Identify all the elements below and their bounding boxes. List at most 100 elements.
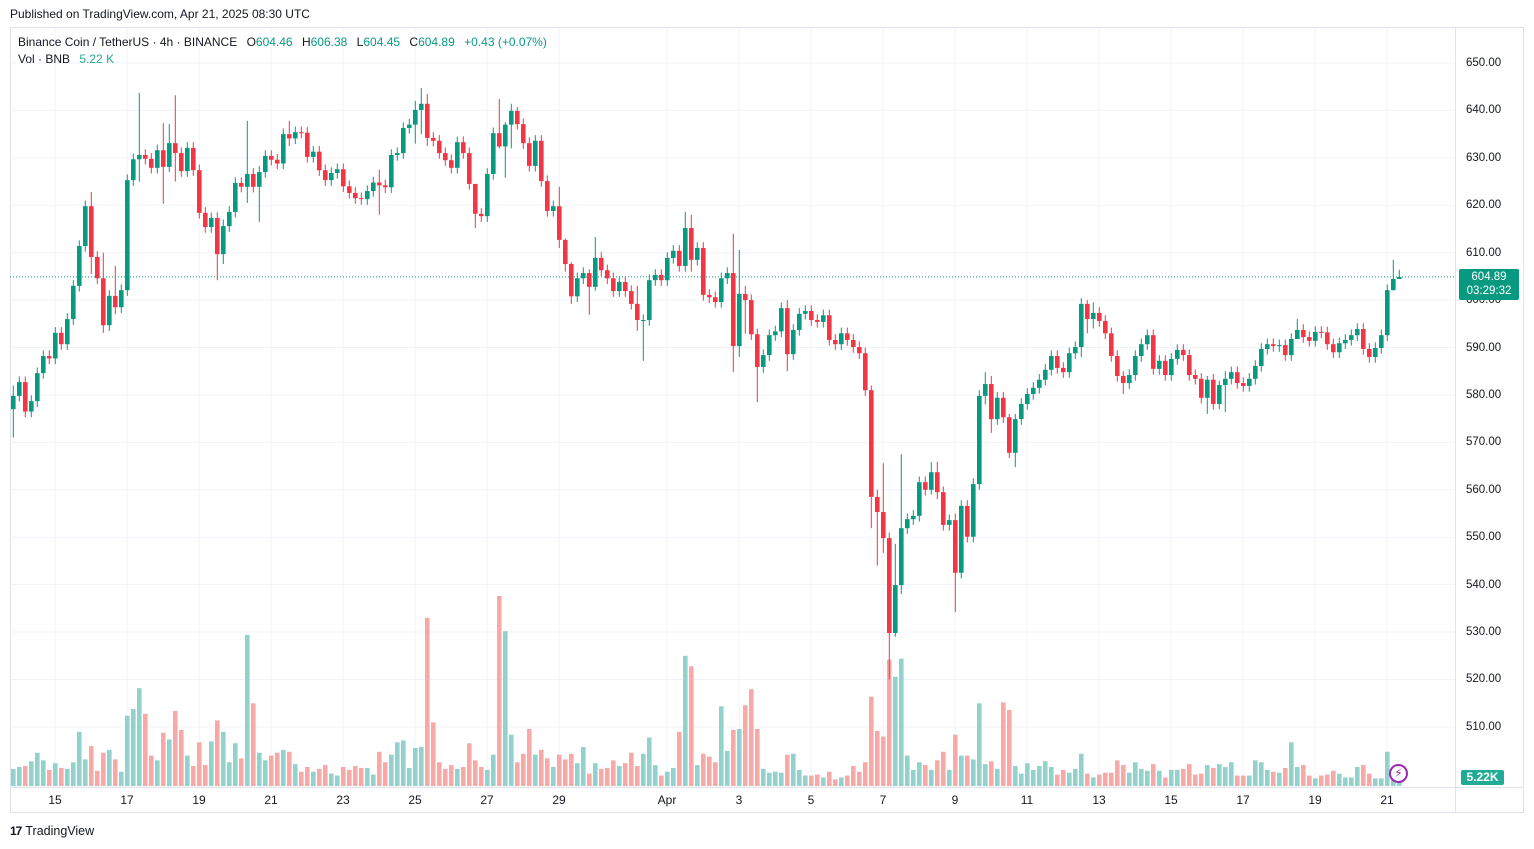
volume-bar xyxy=(545,758,550,786)
candle-down xyxy=(1367,348,1372,358)
candle-up xyxy=(797,313,802,330)
volume-bar xyxy=(1295,767,1300,786)
candle-down xyxy=(89,206,94,257)
volume-bar xyxy=(683,655,688,786)
candle-down xyxy=(755,334,760,367)
volume-bar xyxy=(1355,767,1360,786)
volume-bar xyxy=(305,767,310,786)
candle-up xyxy=(653,274,658,281)
candle-up xyxy=(413,109,418,125)
volume-bar xyxy=(623,763,628,786)
candle-up xyxy=(575,278,580,297)
lightning-icon[interactable]: ⚡ xyxy=(1389,764,1408,783)
candle-up xyxy=(581,273,586,279)
volume-bar xyxy=(299,771,304,786)
candle-down xyxy=(191,147,196,171)
candle-up xyxy=(491,133,496,174)
candle-up xyxy=(1079,303,1084,348)
candle-up xyxy=(995,397,1000,420)
candle-up xyxy=(1277,345,1282,347)
candle-up xyxy=(1247,378,1252,386)
candle-down xyxy=(881,512,886,539)
candle-down xyxy=(347,186,352,193)
candle-up xyxy=(71,285,76,320)
volume-bar xyxy=(1259,762,1264,786)
candle-up xyxy=(455,142,460,168)
volume-bar xyxy=(821,777,826,786)
volume-bar xyxy=(839,777,844,786)
low-value: 604.45 xyxy=(363,35,401,49)
volume-bar xyxy=(1223,767,1228,786)
candle-up xyxy=(185,147,190,172)
volume-bar xyxy=(227,762,232,786)
volume-bar xyxy=(1271,771,1276,786)
tradingview-logo-icon: 17 xyxy=(10,824,22,838)
candle-up xyxy=(371,182,376,192)
volume-bar xyxy=(953,734,958,786)
time-tick-label: 9 xyxy=(951,793,959,807)
candle-down xyxy=(95,256,100,279)
price-tick-label: 560.00 xyxy=(1466,483,1502,496)
price-tick-label: 510.00 xyxy=(1466,720,1502,733)
candle-up xyxy=(485,173,490,217)
candle-down xyxy=(1001,397,1006,418)
candle-down xyxy=(461,142,466,154)
candle-down xyxy=(1103,320,1108,334)
candle-down xyxy=(1193,375,1198,379)
volume-bar xyxy=(257,752,262,786)
candle-down xyxy=(545,181,550,211)
candle-up xyxy=(125,180,130,291)
volume-bar xyxy=(527,729,532,786)
time-tick-label: 3 xyxy=(735,793,743,807)
candle-up xyxy=(1175,349,1180,359)
candle-up xyxy=(1073,347,1078,354)
volume-bar xyxy=(365,767,370,786)
volume-bar xyxy=(407,767,412,786)
volume-bar xyxy=(17,767,22,786)
candle-up xyxy=(233,182,238,212)
candle-down xyxy=(113,295,118,308)
volume-bar xyxy=(935,760,940,786)
volume-bar xyxy=(1169,769,1174,786)
candle-up xyxy=(1391,278,1396,291)
volume-bar xyxy=(1367,773,1372,786)
candle-up xyxy=(1037,379,1042,388)
candle-up xyxy=(929,472,934,490)
volume-bar xyxy=(125,715,130,786)
volume-bar xyxy=(317,768,322,786)
volume-bar xyxy=(863,762,868,786)
volume-bar xyxy=(335,775,340,786)
candle-down xyxy=(173,143,178,154)
candle-down xyxy=(1061,367,1066,373)
open-value: 604.46 xyxy=(255,35,293,49)
volume-bar xyxy=(1187,764,1192,786)
candle-up xyxy=(1223,378,1228,385)
candle-up xyxy=(83,206,88,247)
time-tick-label: 17 xyxy=(1236,793,1250,807)
volume-bar xyxy=(71,762,76,786)
price-tick-label: 630.00 xyxy=(1466,151,1502,164)
volume-bar xyxy=(1001,702,1006,786)
candle-down xyxy=(587,273,592,287)
volume-bar xyxy=(797,769,802,786)
volume-bar xyxy=(1121,765,1126,786)
high-label: H xyxy=(301,35,311,49)
candle-up xyxy=(641,320,646,322)
footer-brand[interactable]: 17 TradingView xyxy=(10,824,94,838)
time-tick-label: 15 xyxy=(1164,793,1178,807)
candle-down xyxy=(527,143,532,166)
volume-bar xyxy=(185,755,190,786)
volume-value: 5.22 K xyxy=(79,52,115,66)
candle-up xyxy=(65,319,70,345)
volume-bar xyxy=(629,752,634,786)
time-tick-label: 25 xyxy=(408,793,422,807)
volume-bar xyxy=(1337,773,1342,786)
volume-bar xyxy=(1379,778,1384,786)
candle-down xyxy=(1121,375,1126,384)
volume-bar xyxy=(503,631,508,786)
volume-bar xyxy=(77,731,82,786)
candle-down xyxy=(623,282,628,292)
volume-bar xyxy=(749,689,754,786)
brand-name: TradingView xyxy=(25,824,95,838)
